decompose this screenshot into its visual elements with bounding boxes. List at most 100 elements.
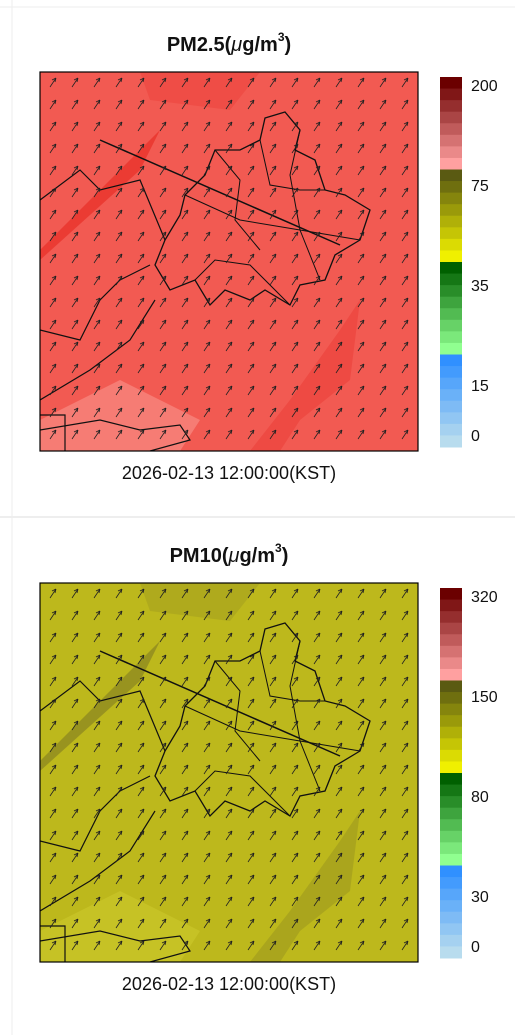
wind-arrow [115,742,123,753]
wind-arrow [291,231,299,242]
wind-arrow [379,121,387,132]
colorbar-step [440,354,462,367]
title-part: PM2.5( [167,34,232,56]
wind-arrow [313,407,321,418]
wind-arrow [357,852,365,863]
wind-arrow [71,786,79,797]
wind-arrow [357,918,365,929]
wind-arrow [247,275,255,286]
wind-arrow [357,429,365,440]
wind-arrow [269,363,277,374]
wind-arrow [401,407,409,418]
wind-arrow [269,319,277,330]
wind-arrow [379,940,387,951]
panel: PM2.5(μg/m3) 200 75 35 15 0 2026-02-13 12:00:0… [39,30,498,483]
wind-arrow [379,632,387,643]
wind-arrow [247,143,255,154]
wind-arrow [137,143,145,154]
wind-arrow [203,165,211,176]
wind-arrow [247,363,255,374]
wind-arrow [71,698,79,709]
boundary [40,169,166,401]
wind-arrow [291,588,299,599]
wind-arrow [203,275,211,286]
wind-arrow [357,720,365,731]
wind-arrow [291,429,299,440]
wind-arrow [137,676,145,687]
wind-arrow [159,407,167,418]
wind-arrow [313,143,321,154]
wind-arrow [291,297,299,308]
wind-arrow [247,874,255,885]
colorbar-step [440,865,462,878]
wind-arrow [379,786,387,797]
wind-arrow [291,99,299,110]
wind-arrow [49,676,57,687]
wind-arrow [181,852,189,863]
wind-arrow [49,165,57,176]
wind-arrow [115,429,123,440]
wind-arrow [93,275,101,286]
wind-arrow [49,808,57,819]
wind-arrow [115,786,123,797]
wind-arrow [93,231,101,242]
wind-arrow [159,654,167,665]
colorbar-step [440,853,462,866]
wind-arrow [159,99,167,110]
wind-arrow [115,852,123,863]
wind-arrow [313,808,321,819]
wind-arrow [379,363,387,374]
wind-arrow [181,610,189,621]
colorbar-step [440,715,462,728]
wind-arrow [71,588,79,599]
wind-arrow [203,209,211,220]
wind-arrow [225,610,233,621]
wind-arrow [379,385,387,396]
wind-arrow [291,209,299,220]
title-part: ) [285,34,292,56]
wind-arrow [247,77,255,88]
wind-arrow [137,165,145,176]
wind-arrow [269,720,277,731]
wind-arrow [159,786,167,797]
wind-arrow [247,121,255,132]
wind-arrow [159,742,167,753]
wind-arrow [313,253,321,264]
wind-arrow [49,830,57,841]
colorbar-step [440,761,462,774]
wind-arrow [115,874,123,885]
wind-arrow [137,852,145,863]
wind-arrow [225,77,233,88]
wind-arrow [379,874,387,885]
wind-arrow [137,742,145,753]
wind-arrow [93,253,101,264]
wind-arrow [335,676,343,687]
wind-arrow [71,874,79,885]
wind-arrow [247,896,255,907]
wind-arrow [137,764,145,775]
wind-arrow [313,588,321,599]
wind-arrow [181,99,189,110]
wind-arrow [115,654,123,665]
wind-arrow [137,654,145,665]
wind-arrow [247,632,255,643]
wind-arrow [379,341,387,352]
wind-arrow [137,341,145,352]
wind-arrow [357,632,365,643]
road [99,650,341,757]
wind-arrow [71,143,79,154]
timestamp: 2026-02-13 12:00:00(KST) [122,974,336,994]
wind-arrow [401,588,409,599]
wind-arrow [93,99,101,110]
colorbar-label: 200 [471,78,498,95]
wind-arrow [181,764,189,775]
wind-arrow [357,99,365,110]
colorbar-label: 0 [471,939,480,956]
wind-arrow [181,407,189,418]
colorbar-step [440,296,462,309]
wind-arrow [335,231,343,242]
wind-arrow [269,275,277,286]
colorbar-step [440,807,462,820]
wind-arrow [49,143,57,154]
wind-arrow [137,209,145,220]
